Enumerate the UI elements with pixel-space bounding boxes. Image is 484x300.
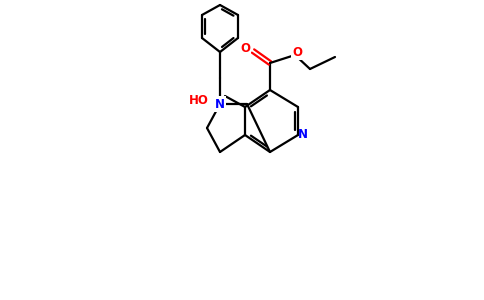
Text: HO: HO — [189, 94, 209, 106]
Text: N: N — [215, 98, 225, 110]
Text: N: N — [298, 128, 308, 142]
Text: O: O — [292, 46, 302, 59]
Text: O: O — [240, 41, 250, 55]
